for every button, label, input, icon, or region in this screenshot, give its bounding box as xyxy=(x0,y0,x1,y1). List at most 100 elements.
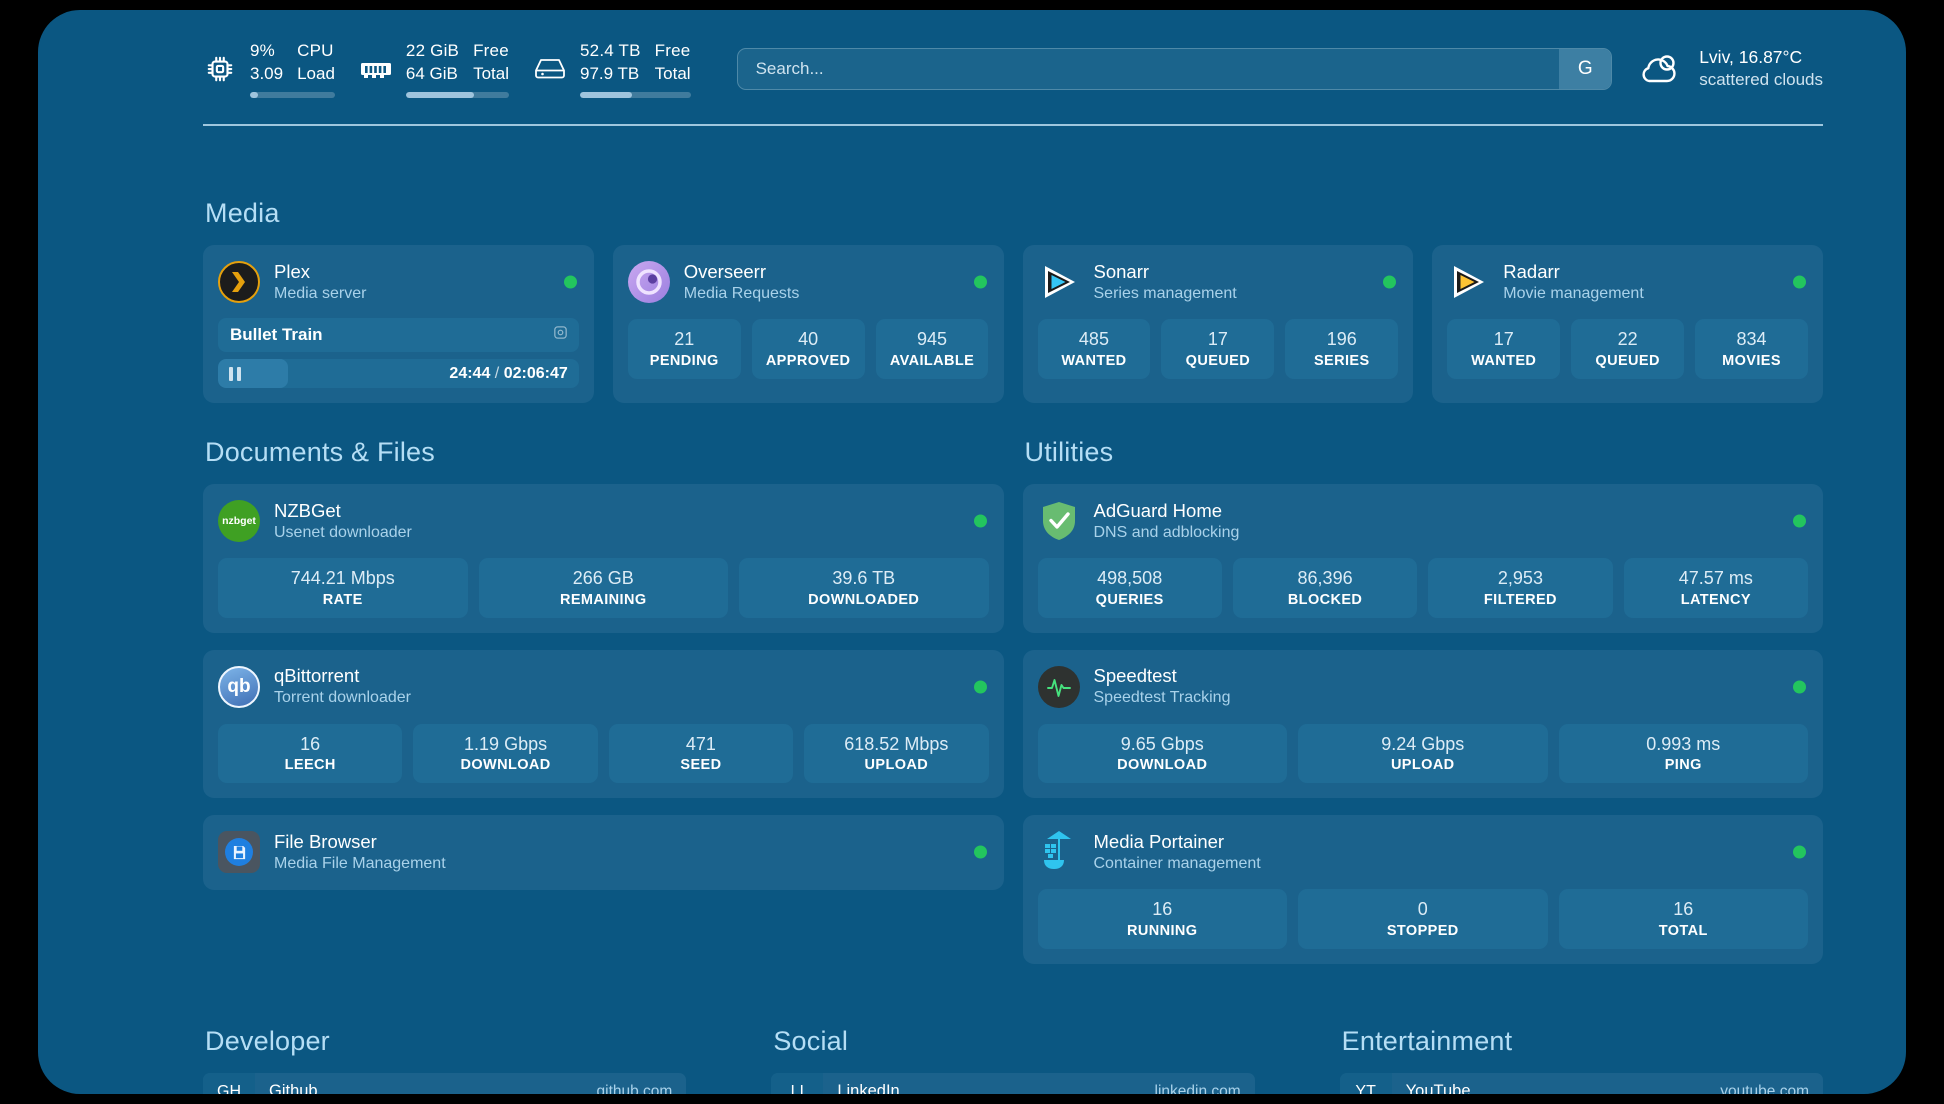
stat-wanted[interactable]: 485 WANTED xyxy=(1037,319,1151,379)
stat-rate[interactable]: 744.21 Mbps RATE xyxy=(218,558,468,618)
app-card-media-portainer[interactable]: Media Portainer Container management 16 … xyxy=(1022,815,1823,964)
app-name: Plex xyxy=(274,260,310,282)
stat-latency[interactable]: 47.57 ms LATENCY xyxy=(1623,558,1808,618)
stat-label: PENDING xyxy=(649,352,719,369)
stat-upload[interactable]: 618.52 Mbps UPLOAD xyxy=(804,723,989,783)
app-description: Media server xyxy=(274,284,367,302)
stat-total[interactable]: 16 TOTAL xyxy=(1558,889,1808,949)
stat-value: 834 xyxy=(1736,329,1767,349)
stat-approved[interactable]: 40 APPROVED xyxy=(751,319,865,379)
stat-movies[interactable]: 834 MOVIES xyxy=(1695,319,1808,379)
now-playing-progress[interactable]: 24:44 / 02:06:47 xyxy=(218,359,579,388)
card-header: Overseerr Media Requests xyxy=(627,259,989,305)
pause-icon[interactable] xyxy=(229,366,241,381)
bookmark-url: youtube.com xyxy=(1720,1082,1809,1095)
stat-leech[interactable]: 16 LEECH xyxy=(218,723,403,783)
stat-label: REMAINING xyxy=(559,591,647,608)
stat-stopped[interactable]: 0 STOPPED xyxy=(1298,889,1548,949)
app-card-radarr[interactable]: Radarr Movie management 17 WANTED 22 QUE… xyxy=(1432,245,1823,403)
portainer-icon xyxy=(1038,831,1080,873)
bookmark-group-developer: Developer GH Github github.com SO StackO… xyxy=(203,1026,687,1095)
now-playing-title-bar: Bullet Train xyxy=(218,318,579,352)
stat-download[interactable]: 9.65 Gbps DOWNLOAD xyxy=(1037,723,1287,783)
app-card-sonarr[interactable]: Sonarr Series management 485 WANTED 17 Q… xyxy=(1022,245,1414,403)
stat-value: 266 GB xyxy=(572,568,634,588)
bookmark-url: github.com xyxy=(596,1082,673,1095)
app-description: Usenet downloader xyxy=(274,523,412,541)
section-title-documents: Documents & Files xyxy=(205,437,435,467)
stat-download[interactable]: 1.19 Gbps DOWNLOAD xyxy=(413,723,598,783)
stats-row: 16 RUNNING 0 STOPPED 16 TOTAL xyxy=(1037,889,1808,949)
stats-row: 21 PENDING 40 APPROVED 945 AVAILABLE xyxy=(627,319,989,379)
stat-remaining[interactable]: 266 GB REMAINING xyxy=(478,558,728,618)
stat-queued[interactable]: 17 QUEUED xyxy=(1161,319,1275,379)
gear-icon[interactable] xyxy=(552,324,569,346)
stat-wanted[interactable]: 17 WANTED xyxy=(1447,319,1561,379)
bookmark-abbr: GH xyxy=(203,1072,255,1094)
stat-value: 945 xyxy=(917,329,948,349)
stat-pending[interactable]: 21 PENDING xyxy=(627,319,741,379)
card-header: Plex Media server xyxy=(218,259,579,305)
stat-label: PING xyxy=(1664,757,1702,773)
stat-seed[interactable]: 471 SEED xyxy=(608,723,794,783)
stat-label: LATENCY xyxy=(1680,591,1751,608)
app-card-qbittorrent[interactable]: qb qBittorrent Torrent downloader 16 LEE… xyxy=(203,649,1004,798)
stat-value: 16 xyxy=(1673,899,1694,919)
stat-label: DOWNLOAD xyxy=(460,757,551,773)
stat-ping[interactable]: 0.993 ms PING xyxy=(1558,723,1808,783)
stat-series[interactable]: 196 SERIES xyxy=(1285,319,1399,379)
app-description: Torrent downloader xyxy=(274,689,411,707)
status-indicator xyxy=(1793,680,1806,693)
app-card-plex[interactable]: Plex Media server Bullet Train 24:44 / 0… xyxy=(203,245,594,403)
stat-label: QUERIES xyxy=(1095,591,1164,608)
app-name: NZBGet xyxy=(274,499,341,521)
card-header: Radarr Movie management xyxy=(1447,259,1808,305)
search-engine-button[interactable]: G xyxy=(1559,49,1612,89)
header-divider xyxy=(203,124,1823,126)
ram-icon xyxy=(359,52,393,86)
stat-available[interactable]: 945 AVAILABLE xyxy=(875,319,989,379)
app-description: Media File Management xyxy=(274,854,446,872)
stat-filtered[interactable]: 2,953 FILTERED xyxy=(1428,558,1613,618)
stat-blocked[interactable]: 86,396 BLOCKED xyxy=(1232,558,1418,618)
app-card-adguard-home[interactable]: AdGuard Home DNS and adblocking 498,508 … xyxy=(1022,484,1823,633)
stat-queued[interactable]: 22 QUEUED xyxy=(1571,319,1685,379)
plex-icon xyxy=(218,261,260,303)
bookmark-item[interactable]: YT YouTube youtube.com xyxy=(1339,1072,1823,1095)
app-card-nzbget[interactable]: nzbget NZBGet Usenet downloader 744.21 M… xyxy=(203,484,1004,633)
stat-upload[interactable]: 9.24 Gbps UPLOAD xyxy=(1298,723,1548,783)
bookmark-item[interactable]: GH Github github.com xyxy=(203,1072,687,1095)
stat-downloaded[interactable]: 39.6 TB DOWNLOADED xyxy=(739,558,989,618)
adguard-icon xyxy=(1038,500,1080,542)
card-header: File Browser Media File Management xyxy=(218,829,989,875)
system-stat-value: Free xyxy=(473,41,509,61)
app-name: Sonarr xyxy=(1093,260,1150,282)
app-description: Movie management xyxy=(1503,284,1644,302)
app-card-overseerr[interactable]: Overseerr Media Requests 21 PENDING 40 A… xyxy=(612,245,1004,403)
card-header: qb qBittorrent Torrent downloader xyxy=(218,664,989,710)
system-stat-label: 3.09 xyxy=(250,63,284,83)
stat-value: 17 xyxy=(1207,329,1228,349)
stat-label: LEECH xyxy=(284,757,336,773)
stat-value: 485 xyxy=(1078,329,1109,349)
stat-value: 618.52 Mbps xyxy=(844,733,949,754)
stat-value: 744.21 Mbps xyxy=(290,568,395,588)
app-card-speedtest[interactable]: Speedtest Speedtest Tracking 9.65 Gbps D… xyxy=(1022,649,1823,798)
app-description: Media Requests xyxy=(683,284,800,302)
status-indicator xyxy=(1383,275,1397,289)
system-stat-label: Total xyxy=(473,63,510,83)
bookmark-name: Github xyxy=(269,1082,318,1094)
media-section: Media Plex Media server Bullet Train 24:… xyxy=(203,198,1823,403)
stat-queries[interactable]: 498,508 QUERIES xyxy=(1037,558,1222,618)
app-name: qBittorrent xyxy=(274,665,360,687)
stat-label: SERIES xyxy=(1313,352,1370,369)
stat-running[interactable]: 16 RUNNING xyxy=(1037,889,1287,949)
nzbget-icon: nzbget xyxy=(218,500,260,542)
app-card-file-browser[interactable]: File Browser Media File Management xyxy=(203,815,1004,890)
search-bar[interactable]: G xyxy=(736,48,1613,90)
stat-label: APPROVED xyxy=(765,352,851,369)
stat-value: 196 xyxy=(1326,329,1357,349)
dashboard-page: 9% 3.09 CPU Load 22 GiB 64 GiB Free Tota… xyxy=(38,10,1906,1094)
search-input[interactable] xyxy=(737,49,1560,89)
bookmark-item[interactable]: LI LinkedIn linkedin.com xyxy=(771,1072,1255,1094)
